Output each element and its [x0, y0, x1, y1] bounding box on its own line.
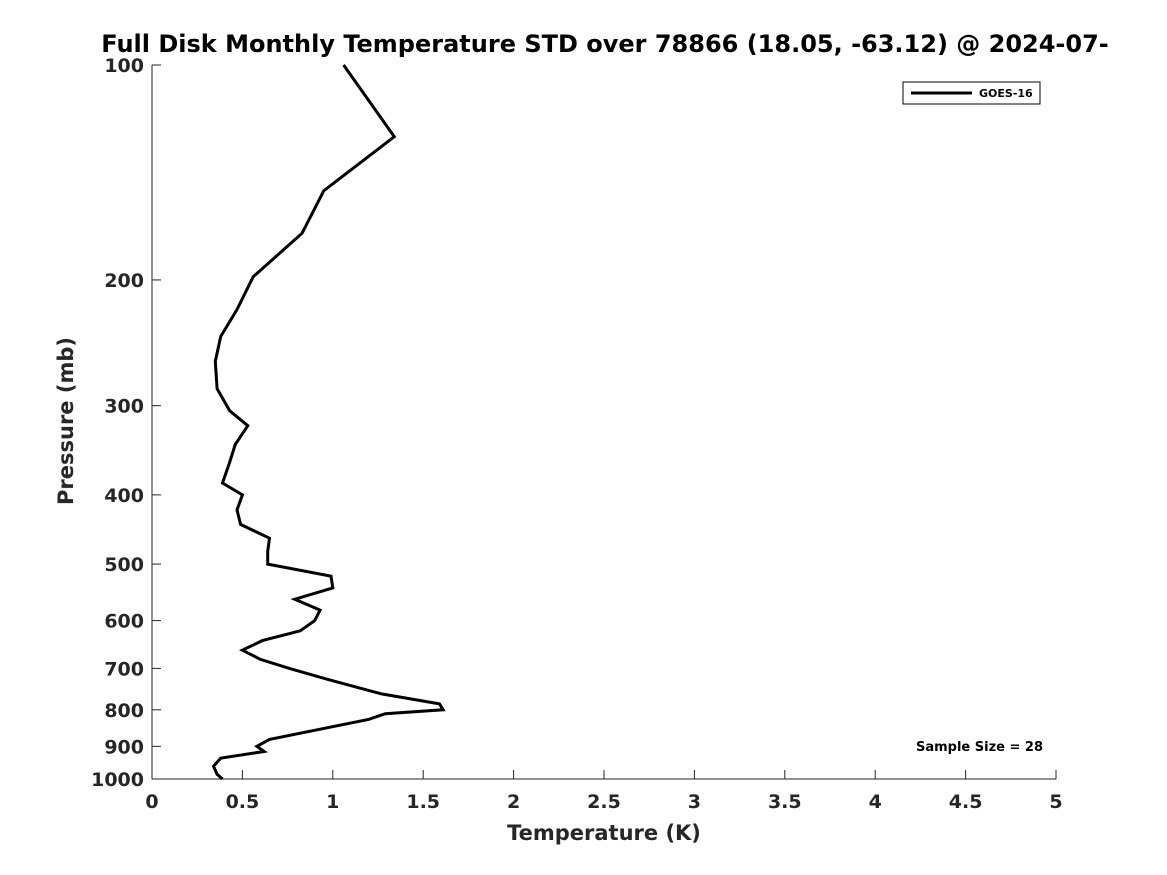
- series-line-goes-16: [211, 64, 446, 781]
- x-tick-label: 2.5: [587, 791, 621, 813]
- legend: GOES-16: [902, 81, 1041, 105]
- x-tick-label: 4: [869, 791, 882, 813]
- x-tick-label: 3: [688, 791, 701, 813]
- y-tick-label: 100: [104, 55, 144, 77]
- x-tick-label: 1.5: [406, 791, 440, 813]
- y-tick-label: 700: [104, 658, 144, 680]
- y-tick-label: 1000: [91, 769, 144, 791]
- y-axis-label: Pressure (mb): [54, 337, 78, 505]
- axes: [151, 65, 1056, 780]
- y-tick-label: 600: [104, 611, 144, 633]
- x-tick-label: 3.5: [768, 791, 802, 813]
- x-tick-label: 0.5: [226, 791, 260, 813]
- x-tick-label: 1: [326, 791, 339, 813]
- y-tick-label: 900: [104, 736, 144, 758]
- sample-size-annotation: Sample Size = 28: [916, 740, 1043, 755]
- x-ticks: 0 0.5 1 1.5 2 2.5 3 3.5 4 4.5 5: [145, 770, 1063, 813]
- y-tick-label: 500: [104, 554, 144, 576]
- chart-title: Full Disk Monthly Temperature STD over 7…: [101, 30, 1108, 58]
- y-tick-label: 200: [104, 270, 144, 292]
- x-axis-label: Temperature (K): [507, 821, 701, 845]
- y-ticks: 100 200 300 400 500 600 700 800 900 1000: [91, 55, 161, 791]
- x-tick-label: 0: [145, 791, 158, 813]
- y-tick-label: 300: [104, 396, 144, 418]
- y-tick-label: 400: [104, 485, 144, 507]
- x-tick-label: 5: [1049, 791, 1062, 813]
- x-tick-label: 4.5: [949, 791, 983, 813]
- legend-label: GOES-16: [979, 87, 1033, 100]
- series-group: [211, 64, 446, 781]
- x-tick-label: 2: [507, 791, 520, 813]
- y-tick-label: 800: [104, 700, 144, 722]
